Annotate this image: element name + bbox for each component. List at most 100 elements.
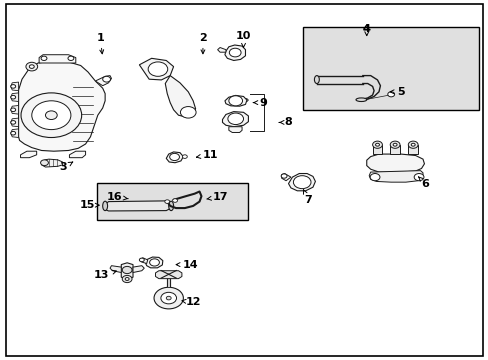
Polygon shape: [139, 58, 173, 80]
Circle shape: [182, 155, 187, 158]
Polygon shape: [166, 152, 183, 163]
Circle shape: [281, 174, 286, 178]
Polygon shape: [228, 127, 242, 132]
Text: 16: 16: [107, 192, 128, 202]
Text: 6: 6: [418, 177, 428, 189]
Bar: [303, 27, 478, 110]
Circle shape: [125, 278, 129, 280]
Circle shape: [372, 141, 382, 148]
Circle shape: [293, 176, 310, 189]
Ellipse shape: [102, 201, 107, 211]
Circle shape: [11, 95, 16, 99]
Polygon shape: [39, 55, 76, 63]
Circle shape: [68, 56, 74, 60]
Circle shape: [32, 101, 71, 130]
Text: 14: 14: [176, 260, 198, 270]
Circle shape: [122, 266, 132, 274]
Circle shape: [180, 107, 196, 118]
Polygon shape: [407, 145, 417, 154]
Polygon shape: [11, 129, 19, 138]
Text: 4: 4: [362, 24, 370, 34]
Polygon shape: [372, 145, 382, 154]
Circle shape: [29, 65, 34, 68]
Circle shape: [161, 292, 176, 304]
Circle shape: [166, 296, 171, 300]
Circle shape: [413, 174, 423, 181]
Ellipse shape: [355, 98, 366, 102]
Circle shape: [11, 121, 16, 124]
Circle shape: [389, 141, 399, 148]
Polygon shape: [133, 266, 144, 273]
Text: 2: 2: [199, 33, 206, 54]
Polygon shape: [20, 151, 37, 158]
Circle shape: [407, 141, 417, 148]
Polygon shape: [222, 112, 248, 127]
Polygon shape: [11, 82, 19, 91]
Text: 11: 11: [196, 150, 218, 160]
Polygon shape: [165, 76, 195, 117]
Polygon shape: [11, 118, 19, 127]
Circle shape: [172, 199, 177, 202]
Circle shape: [392, 143, 396, 146]
Circle shape: [154, 287, 183, 309]
Text: 15: 15: [79, 200, 99, 210]
Polygon shape: [366, 154, 424, 172]
Polygon shape: [238, 99, 248, 102]
Circle shape: [233, 97, 242, 103]
Circle shape: [375, 143, 379, 146]
Text: 10: 10: [235, 31, 251, 47]
Circle shape: [45, 111, 57, 120]
Bar: [97, 183, 248, 220]
Polygon shape: [11, 105, 19, 114]
Text: 13: 13: [94, 270, 116, 280]
Polygon shape: [69, 151, 85, 158]
Ellipse shape: [314, 76, 319, 84]
Circle shape: [41, 56, 47, 60]
Circle shape: [11, 85, 16, 88]
Circle shape: [229, 48, 241, 57]
Text: 9: 9: [253, 98, 266, 108]
Polygon shape: [41, 159, 62, 167]
Circle shape: [11, 131, 16, 135]
Text: 8: 8: [279, 117, 292, 127]
Circle shape: [169, 153, 179, 161]
Circle shape: [148, 62, 167, 76]
Polygon shape: [105, 201, 171, 211]
Text: 5: 5: [389, 87, 404, 97]
Text: 12: 12: [182, 297, 201, 307]
Polygon shape: [368, 171, 422, 182]
Circle shape: [227, 113, 243, 125]
Circle shape: [122, 275, 132, 283]
Circle shape: [139, 258, 144, 262]
Polygon shape: [121, 263, 133, 279]
Ellipse shape: [168, 201, 173, 211]
Polygon shape: [281, 174, 290, 181]
Circle shape: [387, 92, 394, 97]
Polygon shape: [224, 95, 246, 106]
Circle shape: [164, 200, 169, 203]
Circle shape: [102, 76, 110, 82]
Polygon shape: [155, 271, 182, 279]
Polygon shape: [19, 61, 105, 151]
Polygon shape: [217, 48, 225, 52]
Circle shape: [410, 143, 414, 146]
Polygon shape: [145, 257, 163, 268]
Text: 7: 7: [303, 189, 311, 205]
Text: 3: 3: [60, 162, 73, 172]
Polygon shape: [224, 45, 245, 60]
Polygon shape: [11, 93, 19, 102]
Circle shape: [228, 96, 242, 106]
Polygon shape: [95, 76, 111, 86]
Polygon shape: [141, 258, 147, 264]
Polygon shape: [288, 174, 315, 191]
Circle shape: [21, 93, 81, 138]
Circle shape: [369, 174, 379, 181]
Circle shape: [26, 62, 38, 71]
Circle shape: [11, 108, 16, 112]
Circle shape: [41, 160, 48, 166]
Circle shape: [149, 259, 159, 266]
Polygon shape: [389, 145, 399, 154]
Text: 4: 4: [362, 24, 370, 34]
Text: 17: 17: [206, 192, 227, 202]
Polygon shape: [110, 266, 121, 273]
